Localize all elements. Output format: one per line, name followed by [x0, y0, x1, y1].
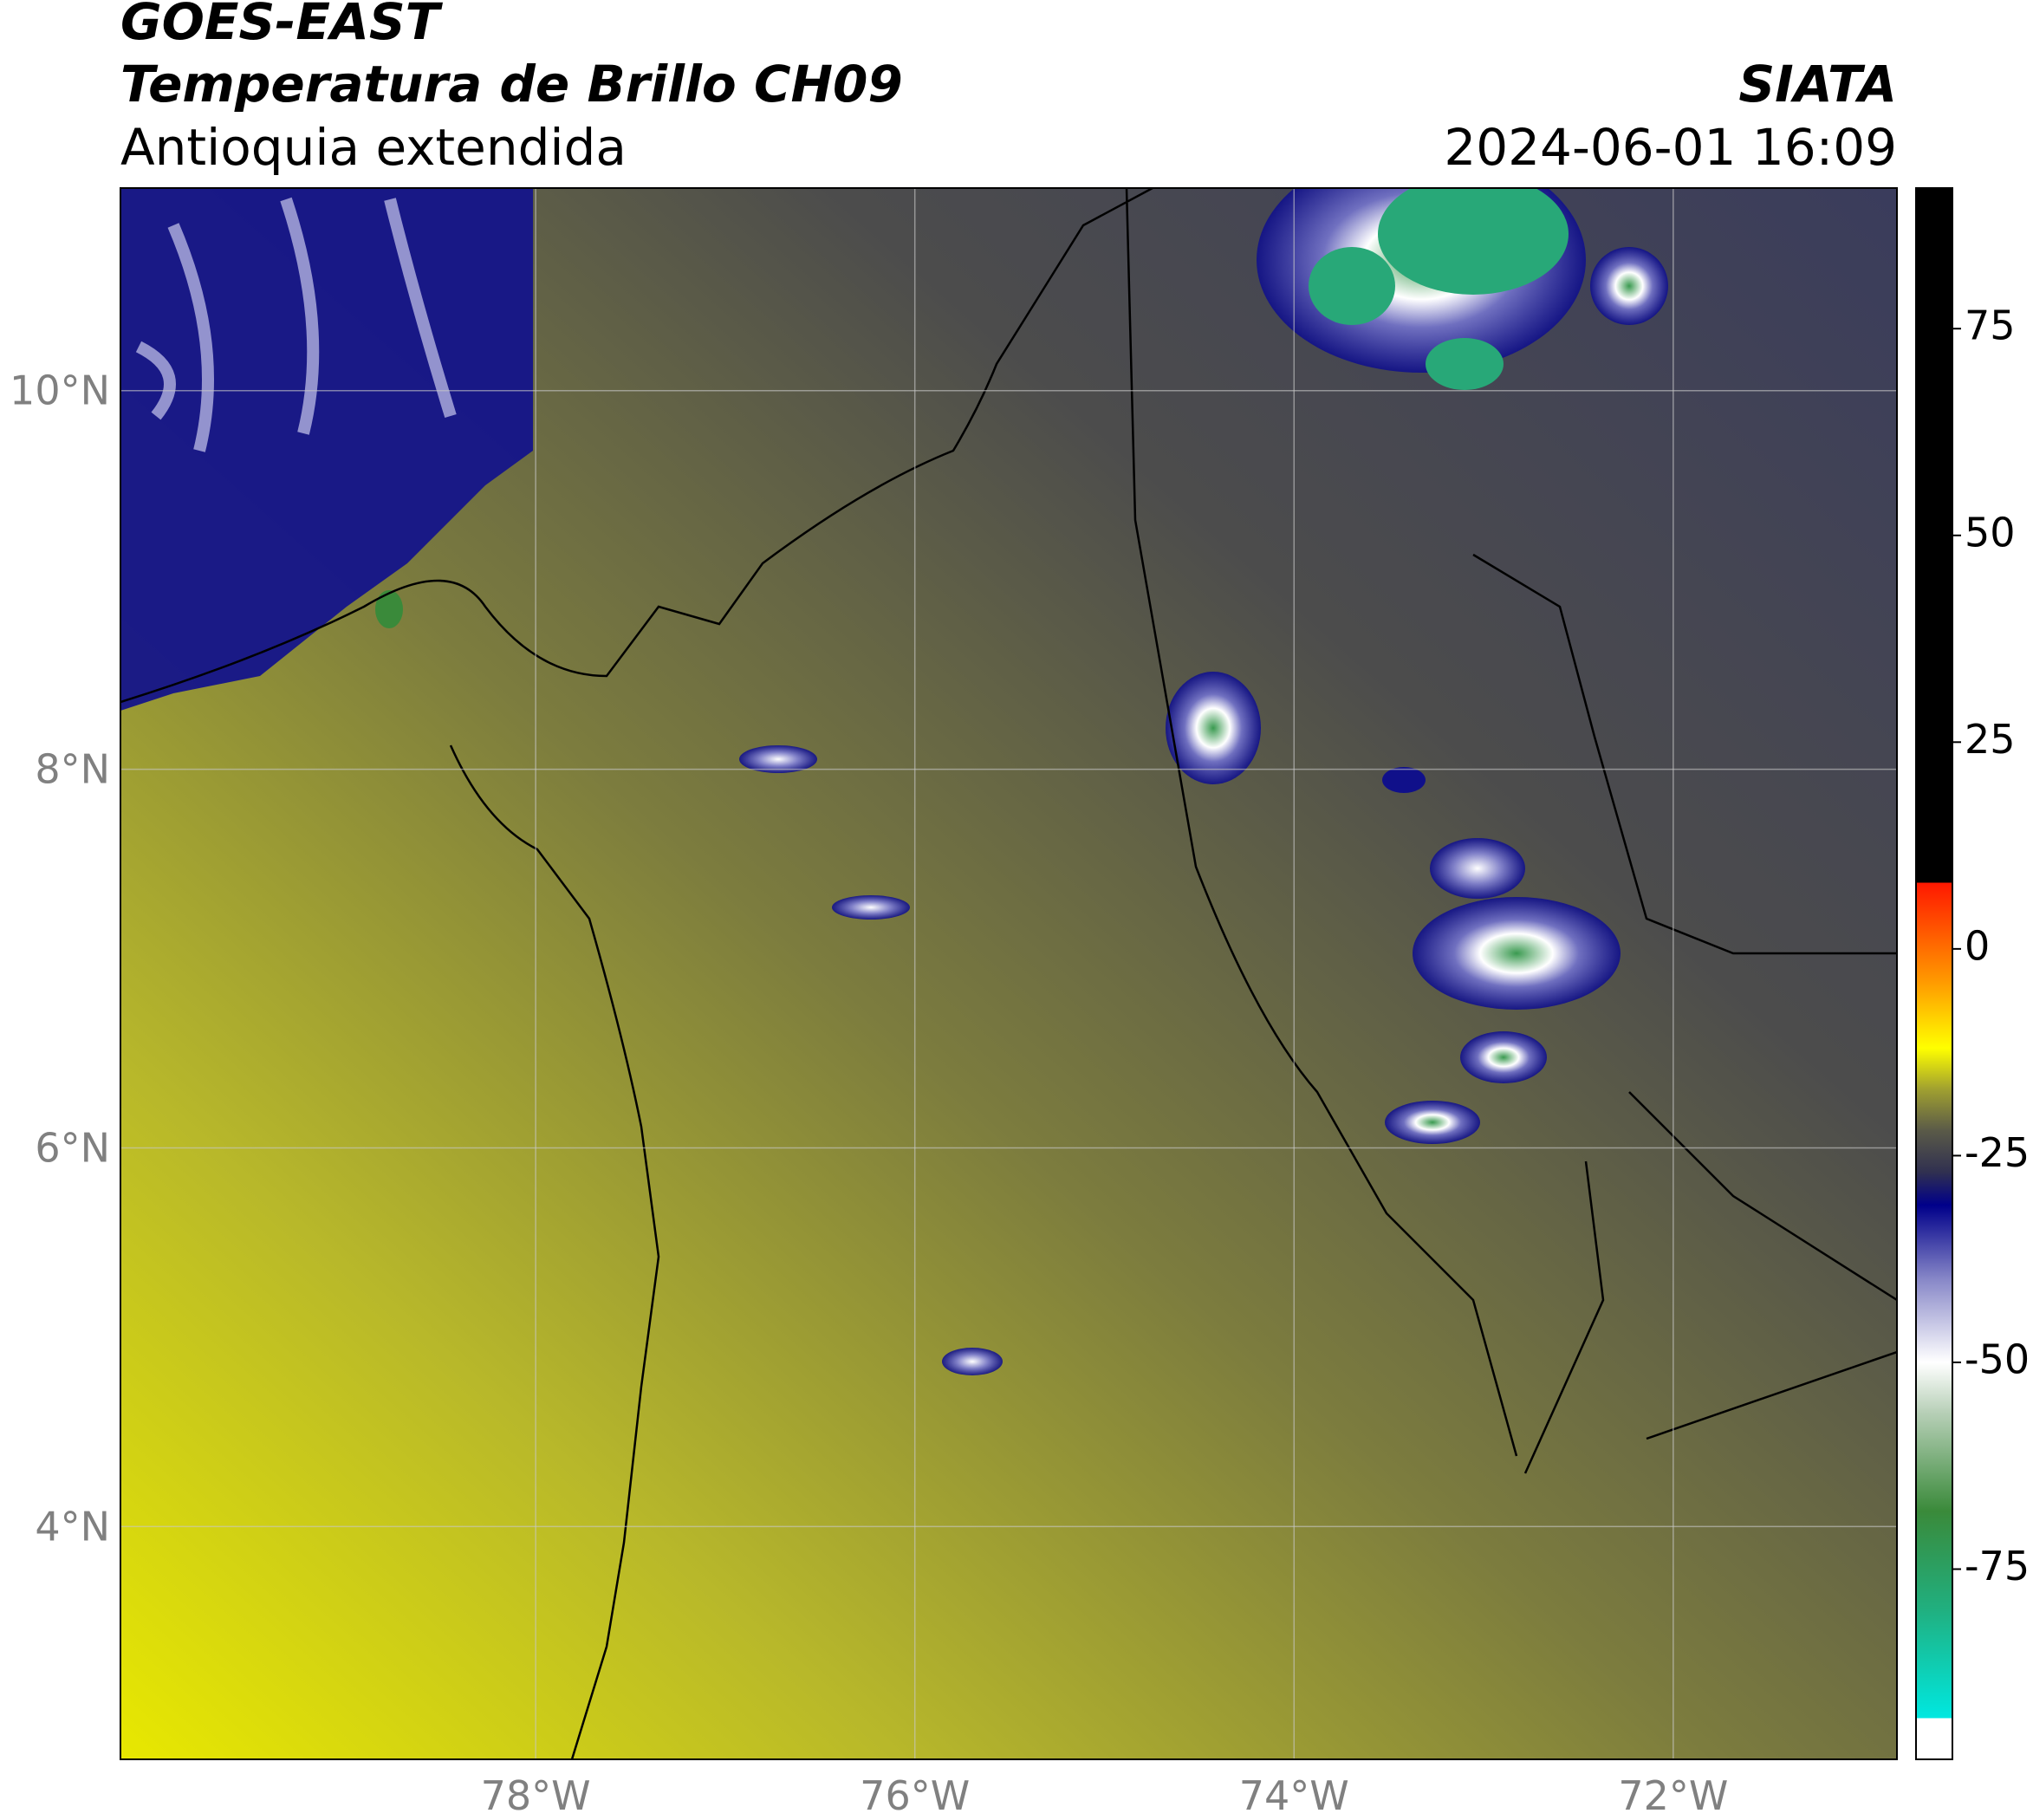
colorbar-tick-label: -50 — [1965, 1336, 2030, 1382]
colorbar-tick-label: -75 — [1965, 1543, 2030, 1589]
graticule — [120, 188, 1897, 1759]
colorbar-tick-label: 75 — [1965, 302, 2016, 349]
lat-tick-label: 6°N — [35, 1124, 110, 1171]
colorbar-tick-label: -25 — [1965, 1129, 2030, 1176]
lat-tick-label: 8°N — [35, 746, 110, 793]
lon-tick-label: 74°W — [1239, 1772, 1349, 1819]
colorbar-tick-label: 0 — [1965, 922, 1990, 969]
lon-tick-label: 76°W — [860, 1772, 970, 1819]
datetime: 2024-06-01 16:09 — [1444, 118, 1897, 177]
map-frame — [120, 187, 1898, 1760]
map-imagery — [120, 188, 1897, 1759]
source: SIATA — [1738, 55, 1897, 114]
subtitle: Temperatura de Brillo CH09 — [120, 55, 903, 114]
title: GOES-EAST — [120, 0, 444, 51]
lon-tick-label: 78°W — [481, 1772, 591, 1819]
lon-tick-label: 72°W — [1618, 1772, 1728, 1819]
lat-tick-label: 10°N — [10, 367, 110, 414]
lat-tick-label: 4°N — [35, 1503, 110, 1550]
region: Antioquia extendida — [120, 118, 627, 177]
colorbar-tick-label: 25 — [1965, 716, 2016, 763]
colorbar-tick-label: 50 — [1965, 509, 2016, 556]
colorbar — [1915, 187, 1953, 1760]
